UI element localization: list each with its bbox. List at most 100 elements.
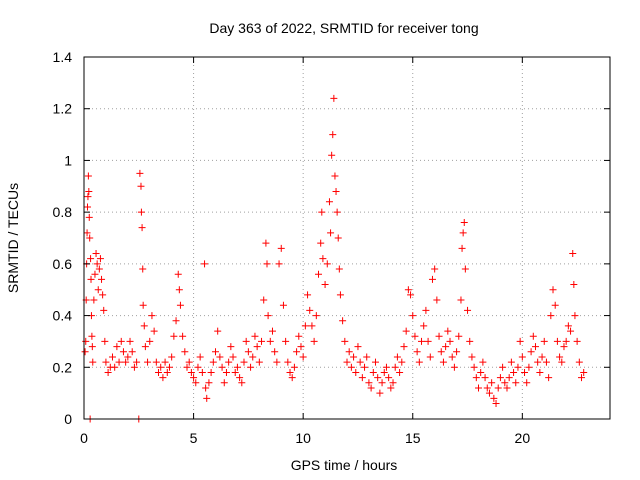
data-point: [242, 337, 250, 345]
data-point: [99, 291, 107, 299]
data-point: [299, 353, 307, 361]
data-point: [137, 182, 145, 190]
data-point: [333, 208, 341, 216]
data-point: [282, 337, 290, 345]
data-point: [161, 358, 169, 366]
data-point: [255, 358, 263, 366]
data-point: [113, 343, 121, 351]
data-point: [141, 343, 149, 351]
data-point: [146, 337, 154, 345]
data-point: [83, 229, 91, 237]
y-tick-label: 1: [64, 152, 72, 168]
data-point: [115, 358, 123, 366]
data-point: [91, 270, 99, 278]
data-point: [409, 312, 417, 320]
data-point: [148, 312, 156, 320]
y-tick-label: 0.2: [53, 359, 73, 375]
data-point: [339, 317, 347, 325]
y-tick-label: 1.4: [53, 49, 73, 65]
data-point: [136, 169, 144, 177]
data-point: [279, 301, 287, 309]
data-point: [157, 363, 165, 371]
data-point: [81, 348, 89, 356]
data-point: [488, 379, 496, 387]
data-point: [391, 363, 399, 371]
data-point: [376, 389, 384, 397]
data-point: [323, 260, 331, 268]
data-point: [85, 187, 93, 195]
data-point: [170, 332, 178, 340]
data-point: [218, 363, 226, 371]
data-point: [310, 337, 318, 345]
data-point: [332, 187, 340, 195]
data-point: [516, 337, 524, 345]
data-point: [319, 255, 327, 263]
data-point: [527, 348, 535, 356]
data-point: [560, 343, 568, 351]
data-point: [295, 332, 303, 340]
data-point: [369, 368, 377, 376]
data-point: [220, 379, 228, 387]
data-point: [297, 343, 305, 351]
data-point: [420, 322, 428, 330]
data-point: [472, 374, 480, 382]
data-point: [437, 348, 445, 356]
x-tick-labels: 0 5 10 15 20: [80, 430, 530, 446]
data-point: [102, 358, 110, 366]
data-point: [329, 131, 337, 139]
data-point: [139, 301, 147, 309]
data-point: [382, 363, 390, 371]
data-point: [448, 353, 456, 361]
data-point: [398, 358, 406, 366]
data-point: [345, 348, 353, 356]
data-point: [466, 337, 474, 345]
data-point: [144, 358, 152, 366]
data-point: [475, 384, 482, 392]
data-point: [485, 389, 493, 397]
data-point: [321, 281, 329, 289]
data-point: [238, 379, 246, 387]
data-point: [507, 358, 515, 366]
data-point: [356, 358, 364, 366]
data-point: [415, 358, 423, 366]
data-point: [183, 363, 191, 371]
data-point: [556, 353, 564, 361]
data-point: [271, 348, 279, 356]
data-point: [122, 358, 130, 366]
data-point: [253, 343, 261, 351]
data-point: [422, 306, 430, 314]
data-point: [133, 358, 141, 366]
data-point: [490, 394, 498, 402]
data-point: [288, 374, 296, 382]
data-point: [459, 229, 467, 237]
data-point: [229, 353, 237, 361]
data-point: [264, 312, 272, 320]
data-point: [201, 260, 209, 268]
data-point: [439, 358, 447, 366]
data-point: [483, 384, 491, 392]
data-point: [418, 337, 426, 345]
data-point: [461, 265, 469, 273]
data-point: [87, 275, 95, 283]
data-point: [424, 337, 432, 345]
data-point: [562, 337, 570, 345]
data-point: [433, 296, 441, 304]
data-point: [450, 363, 458, 371]
data-point: [331, 172, 339, 180]
data-point: [222, 368, 230, 376]
data-point: [578, 374, 586, 382]
data-point: [96, 255, 104, 263]
data-point: [534, 358, 542, 366]
data-point: [315, 270, 323, 278]
axis-ticks: [83, 56, 610, 420]
data-point: [214, 327, 222, 335]
data-point: [400, 343, 408, 351]
data-point: [396, 368, 404, 376]
data-point: [453, 348, 461, 356]
data-point: [503, 384, 511, 392]
data-point: [275, 260, 283, 268]
data-point: [124, 353, 132, 361]
data-point: [411, 332, 419, 340]
data-point: [212, 348, 219, 356]
data-point: [518, 353, 526, 361]
